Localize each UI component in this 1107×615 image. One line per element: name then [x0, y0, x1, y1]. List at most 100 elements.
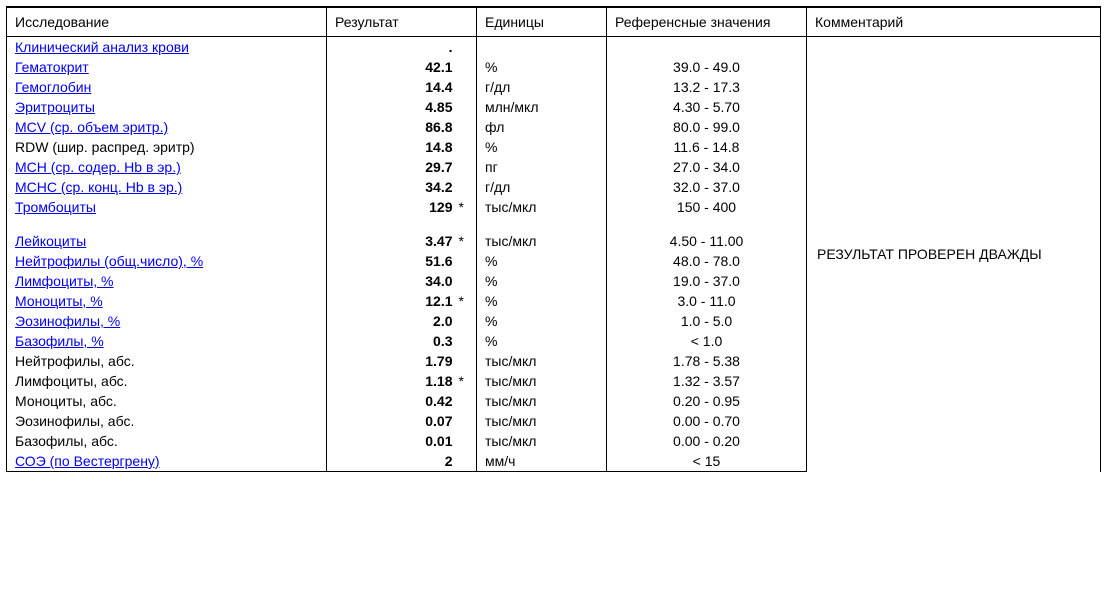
test-name-cell: Базофилы, % — [7, 331, 327, 351]
result-cell: 86.8 — [327, 117, 457, 137]
result-cell: 51.6 — [327, 251, 457, 271]
reference-cell: 19.0 - 37.0 — [607, 271, 807, 291]
test-name-link[interactable]: MCH (ср. содер. Hb в эр.) — [15, 159, 181, 175]
reference-cell: 13.2 - 17.3 — [607, 77, 807, 97]
result-cell: 0.01 — [327, 431, 457, 451]
result-cell: 129 — [327, 197, 457, 217]
units-cell: г/дл — [477, 77, 607, 97]
spacer-cell — [7, 217, 327, 231]
reference-cell — [607, 37, 807, 58]
units-cell — [477, 37, 607, 58]
test-name-cell: Клинический анализ крови — [7, 37, 327, 58]
units-cell: % — [477, 271, 607, 291]
units-cell: тыс/мкл — [477, 231, 607, 251]
test-name-cell: Лейкоциты — [7, 231, 327, 251]
test-name-cell: Эозинофилы, % — [7, 311, 327, 331]
units-cell: тыс/мкл — [477, 431, 607, 451]
test-name-cell: Гематокрит — [7, 57, 327, 77]
test-name-text: Эозинофилы, абс. — [15, 413, 134, 429]
test-name-cell: Моноциты, % — [7, 291, 327, 311]
header-units: Единицы — [477, 7, 607, 37]
result-cell: 14.8 — [327, 137, 457, 157]
reference-cell: 1.78 - 5.38 — [607, 351, 807, 371]
test-name-link[interactable]: Клинический анализ крови — [15, 39, 189, 55]
reference-cell: 39.0 - 49.0 — [607, 57, 807, 77]
test-name-cell: Нейтрофилы (общ.число), % — [7, 251, 327, 271]
reference-cell: 1.32 - 3.57 — [607, 371, 807, 391]
result-cell: 0.07 — [327, 411, 457, 431]
reference-cell: 0.00 - 0.70 — [607, 411, 807, 431]
flag-cell — [457, 157, 477, 177]
result-cell: 34.2 — [327, 177, 457, 197]
test-name-link[interactable]: Эозинофилы, % — [15, 313, 120, 329]
flag-cell — [457, 57, 477, 77]
flag-cell: * — [457, 197, 477, 217]
test-name-link[interactable]: Нейтрофилы (общ.число), % — [15, 253, 203, 269]
header-name: Исследование — [7, 7, 327, 37]
header-result: Результат — [327, 7, 457, 37]
test-name-cell: RDW (шир. распред. эритр) — [7, 137, 327, 157]
result-cell: 1.18 — [327, 371, 457, 391]
test-name-link[interactable]: Базофилы, % — [15, 333, 104, 349]
test-name-link[interactable]: Тромбоциты — [15, 199, 96, 215]
test-name-link[interactable]: Моноциты, % — [15, 293, 103, 309]
flag-cell — [457, 451, 477, 472]
spacer-cell — [477, 217, 607, 231]
reference-cell: 0.20 - 0.95 — [607, 391, 807, 411]
units-cell: % — [477, 311, 607, 331]
units-cell: фл — [477, 117, 607, 137]
units-cell: тыс/мкл — [477, 371, 607, 391]
test-name-cell: Лимфоциты, абс. — [7, 371, 327, 391]
flag-cell — [457, 177, 477, 197]
test-name-cell: Моноциты, абс. — [7, 391, 327, 411]
flag-cell — [457, 411, 477, 431]
test-name-cell: Базофилы, абс. — [7, 431, 327, 451]
result-cell: 42.1 — [327, 57, 457, 77]
lab-results-table: Исследование Результат Единицы Референсн… — [6, 6, 1101, 472]
result-cell: . — [327, 37, 457, 58]
test-name-cell: Лимфоциты, % — [7, 271, 327, 291]
test-name-text: Нейтрофилы, абс. — [15, 353, 135, 369]
test-name-text: Лимфоциты, абс. — [15, 373, 128, 389]
reference-cell: < 1.0 — [607, 331, 807, 351]
reference-cell: 27.0 - 34.0 — [607, 157, 807, 177]
reference-cell: 11.6 - 14.8 — [607, 137, 807, 157]
flag-cell — [457, 351, 477, 371]
units-cell: тыс/мкл — [477, 391, 607, 411]
flag-cell — [457, 77, 477, 97]
spacer-cell — [607, 217, 807, 231]
test-name-link[interactable]: Гемоглобин — [15, 79, 91, 95]
result-cell: 1.79 — [327, 351, 457, 371]
units-cell: тыс/мкл — [477, 351, 607, 371]
reference-cell: < 15 — [607, 451, 807, 472]
flag-cell — [457, 137, 477, 157]
result-cell: 2 — [327, 451, 457, 472]
test-name-cell: MCH (ср. содер. Hb в эр.) — [7, 157, 327, 177]
test-name-link[interactable]: Гематокрит — [15, 59, 89, 75]
reference-cell: 3.0 - 11.0 — [607, 291, 807, 311]
result-cell: 0.42 — [327, 391, 457, 411]
test-name-link[interactable]: Лимфоциты, % — [15, 273, 113, 289]
reference-cell: 150 - 400 — [607, 197, 807, 217]
flag-cell — [457, 311, 477, 331]
test-name-link[interactable]: MCHC (ср. конц. Hb в эр.) — [15, 179, 182, 195]
test-name-cell: Эозинофилы, абс. — [7, 411, 327, 431]
result-cell: 0.3 — [327, 331, 457, 351]
test-name-link[interactable]: СОЭ (по Вестергрену) — [15, 453, 160, 469]
comment-cell: РЕЗУЛЬТАТ ПРОВЕРЕН ДВАЖДЫ — [807, 37, 1101, 472]
test-name-text: RDW (шир. распред. эритр) — [15, 139, 195, 155]
reference-cell: 4.30 - 5.70 — [607, 97, 807, 117]
units-cell: % — [477, 331, 607, 351]
reference-cell: 80.0 - 99.0 — [607, 117, 807, 137]
units-cell: % — [477, 57, 607, 77]
test-name-link[interactable]: Лейкоциты — [15, 233, 86, 249]
reference-cell: 0.00 - 0.20 — [607, 431, 807, 451]
test-name-cell: Нейтрофилы, абс. — [7, 351, 327, 371]
reference-cell: 1.0 - 5.0 — [607, 311, 807, 331]
test-name-link[interactable]: Эритроциты — [15, 99, 95, 115]
test-name-link[interactable]: MCV (ср. объем эритр.) — [15, 119, 168, 135]
result-cell: 2.0 — [327, 311, 457, 331]
test-name-cell: СОЭ (по Вестергрену) — [7, 451, 327, 472]
flag-cell: * — [457, 291, 477, 311]
test-name-cell: Тромбоциты — [7, 197, 327, 217]
